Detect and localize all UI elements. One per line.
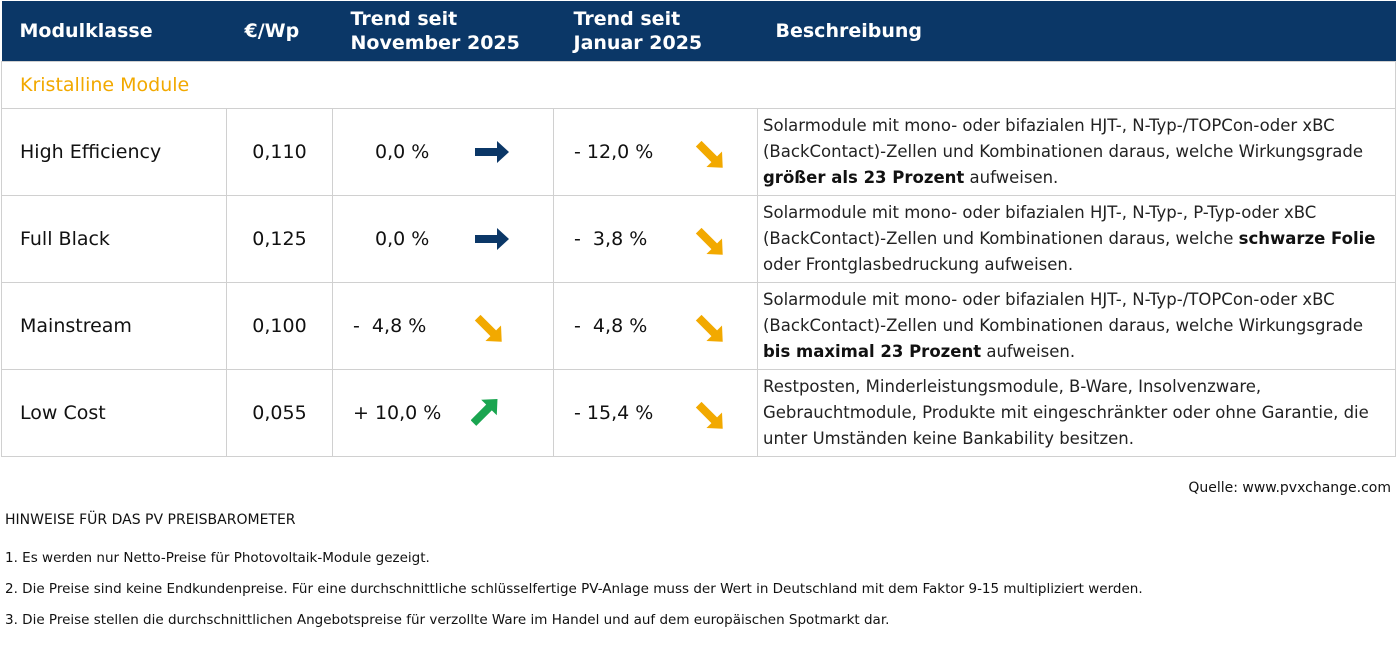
module-class: Mainstream [1, 282, 227, 370]
description: Solarmodule mit mono- oder bifazialen HJ… [757, 108, 1396, 196]
trend-cell: 0,0 % [332, 108, 554, 196]
source: Quelle: www.pvxchange.com [1188, 480, 1391, 496]
arrow-right [475, 141, 509, 163]
note: 2. Die Preise sind keine Endkundenpreise… [5, 581, 1143, 597]
trend-jan: - 15,4 % [574, 402, 654, 424]
module-class: Full Black [1, 195, 227, 283]
arrow-down-right [695, 401, 723, 429]
desc-bold: größer als 23 Prozent [763, 168, 965, 187]
trend-cell: - 4,8 % [332, 282, 554, 370]
description: Restposten, Minderleistungsmodule, B-War… [757, 369, 1396, 457]
trend-cell: + 10,0 % [332, 369, 554, 457]
desc-text: Solarmodule mit mono- oder bifazialen HJ… [763, 290, 1363, 335]
trend-cell: - 3,8 % [553, 195, 758, 283]
row: Low Cost 0,055 + 10,0 % - 15,4 % Restpos… [1, 369, 1396, 457]
trend-nov: + 10,0 % [353, 402, 442, 424]
header: Trend seit Januar 2025 [553, 1, 758, 62]
header-row: Modulklasse €/Wp Trend seit November 202… [1, 1, 1396, 62]
trend-nov: 0,0 % [375, 228, 430, 250]
row: High Efficiency 0,110 0,0 % - 12,0 % Sol… [1, 108, 1396, 196]
arrow-down-right [695, 227, 723, 255]
trend-cell: - 12,0 % [553, 108, 758, 196]
arrow-down-right [474, 314, 502, 342]
desc-text: Solarmodule mit mono- oder bifazialen HJ… [763, 116, 1363, 161]
trend-cell: 0,0 % [332, 195, 554, 283]
arrow-up-right [471, 399, 498, 426]
trend-cell: - 15,4 % [553, 369, 758, 457]
section-label: Kristalline Module [1, 61, 1396, 109]
desc-bold: bis maximal 23 Prozent [763, 342, 982, 361]
trend-jan: - 12,0 % [574, 141, 654, 163]
desc-text: aufweisen. [964, 168, 1059, 187]
trend-nov: - 4,8 % [353, 315, 427, 337]
row: Mainstream 0,100 - 4,8 % - 4,8 % Solarmo… [1, 282, 1396, 370]
desc-text: Restposten, Minderleistungsmodule, B-War… [763, 377, 1369, 448]
arrow-right [475, 228, 509, 250]
price: 0,100 [226, 282, 333, 370]
header: €/Wp [226, 1, 333, 62]
desc-text: aufweisen. [981, 342, 1076, 361]
row: Full Black 0,125 0,0 % - 3,8 % Solarmodu… [1, 195, 1396, 283]
desc-text: oder Frontglasbedruckung aufweisen. [763, 255, 1074, 274]
note: 1. Es werden nur Netto-Preise für Photov… [5, 550, 430, 566]
trend-cell: - 4,8 % [553, 282, 758, 370]
desc-text: Solarmodule mit mono- oder bifazialen HJ… [763, 203, 1317, 248]
price-table: Modulklasse €/Wp Trend seit November 202… [1, 1, 1396, 457]
desc-bold: schwarze Folie [1238, 229, 1376, 248]
header: Trend seit November 2025 [332, 1, 554, 62]
notes-title: HINWEISE FÜR DAS PV PREISBAROMETER [5, 512, 296, 528]
note: 3. Die Preise stellen die durchschnittli… [5, 612, 890, 628]
trend-jan: - 3,8 % [574, 228, 648, 250]
description: Solarmodule mit mono- oder bifazialen HJ… [757, 195, 1396, 283]
description: Solarmodule mit mono- oder bifazialen HJ… [757, 282, 1396, 370]
header: Modulklasse [1, 1, 227, 62]
trend-nov: 0,0 % [375, 141, 430, 163]
arrow-down-right [695, 314, 723, 342]
price: 0,125 [226, 195, 333, 283]
section-row: Kristalline Module [1, 61, 1396, 109]
price: 0,110 [226, 108, 333, 196]
arrow-down-right [695, 140, 723, 168]
header: Beschreibung [757, 1, 1396, 62]
price: 0,055 [226, 369, 333, 457]
module-class: Low Cost [1, 369, 227, 457]
trend-jan: - 4,8 % [574, 315, 648, 337]
module-class: High Efficiency [1, 108, 227, 196]
